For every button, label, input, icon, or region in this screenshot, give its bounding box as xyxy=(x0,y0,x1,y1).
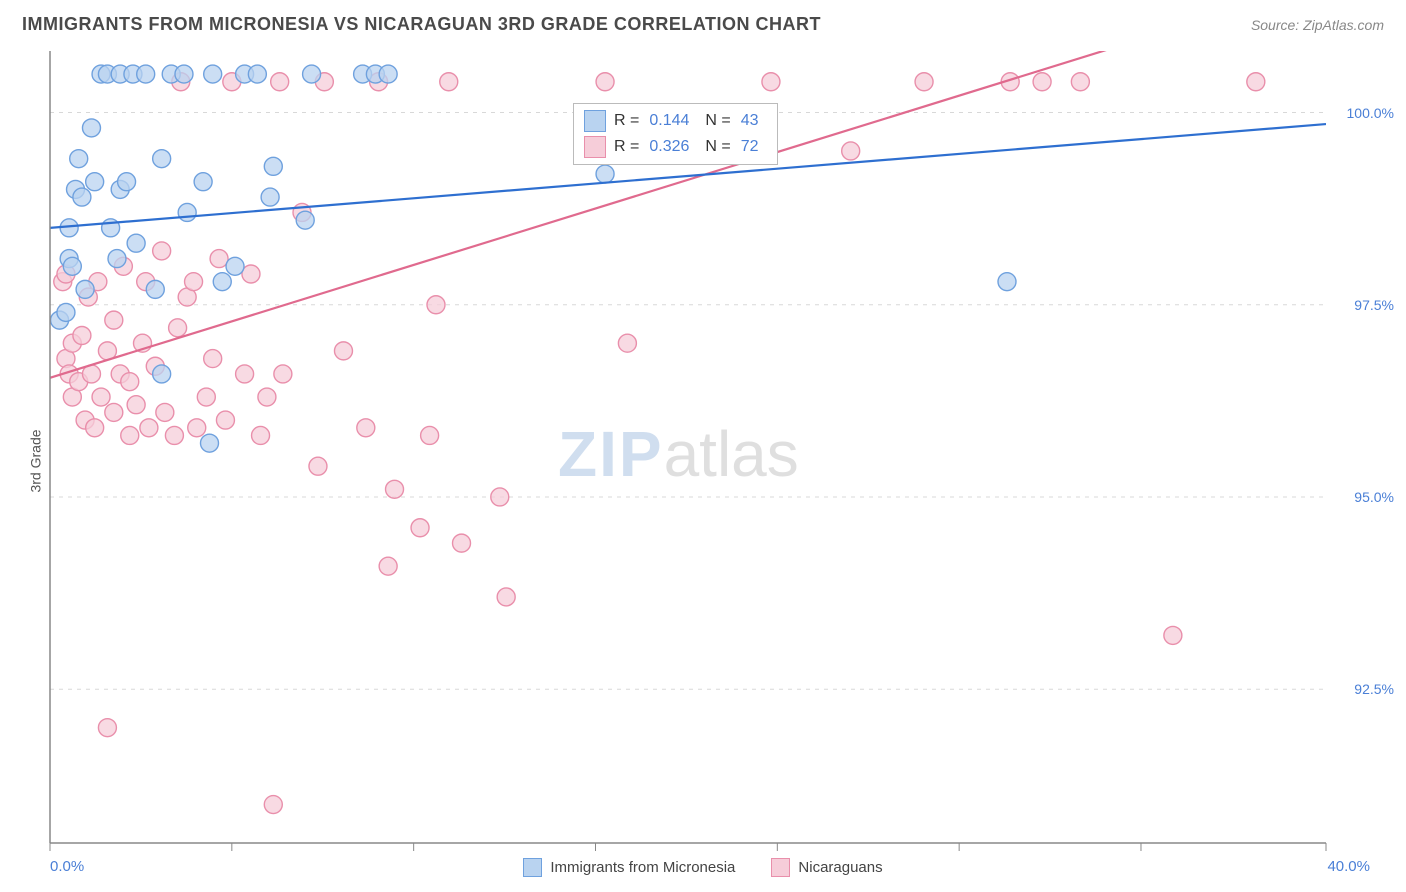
y-tick-label: 95.0% xyxy=(1354,489,1394,505)
y-tick-label: 100.0% xyxy=(1347,105,1394,121)
series-legend: Immigrants from Micronesia Nicaraguans xyxy=(0,858,1406,877)
legend-label: Immigrants from Micronesia xyxy=(550,859,735,876)
source-label: Source: ZipAtlas.com xyxy=(1251,17,1384,33)
legend-label: Nicaraguans xyxy=(798,859,882,876)
chart-title: IMMIGRANTS FROM MICRONESIA VS NICARAGUAN… xyxy=(22,14,821,35)
legend-swatch-icon xyxy=(584,136,606,158)
y-tick-label: 92.5% xyxy=(1354,681,1394,697)
y-axis-label: 3rd Grade xyxy=(28,429,44,492)
legend-swatch-icon xyxy=(523,858,542,877)
legend-item: Immigrants from Micronesia xyxy=(523,858,735,877)
legend-swatch-icon xyxy=(584,110,606,132)
scatter-plot xyxy=(0,41,1406,881)
y-tick-label: 97.5% xyxy=(1354,297,1394,313)
correlation-row: R =0.144N =43 xyxy=(584,108,767,134)
legend-item: Nicaraguans xyxy=(771,858,882,877)
chart-area: 3rd Grade ZIPatlas R =0.144N =43R =0.326… xyxy=(0,41,1406,881)
legend-swatch-icon xyxy=(771,858,790,877)
correlation-row: R =0.326N =72 xyxy=(584,134,767,160)
correlation-legend: R =0.144N =43R =0.326N =72 xyxy=(573,103,778,165)
